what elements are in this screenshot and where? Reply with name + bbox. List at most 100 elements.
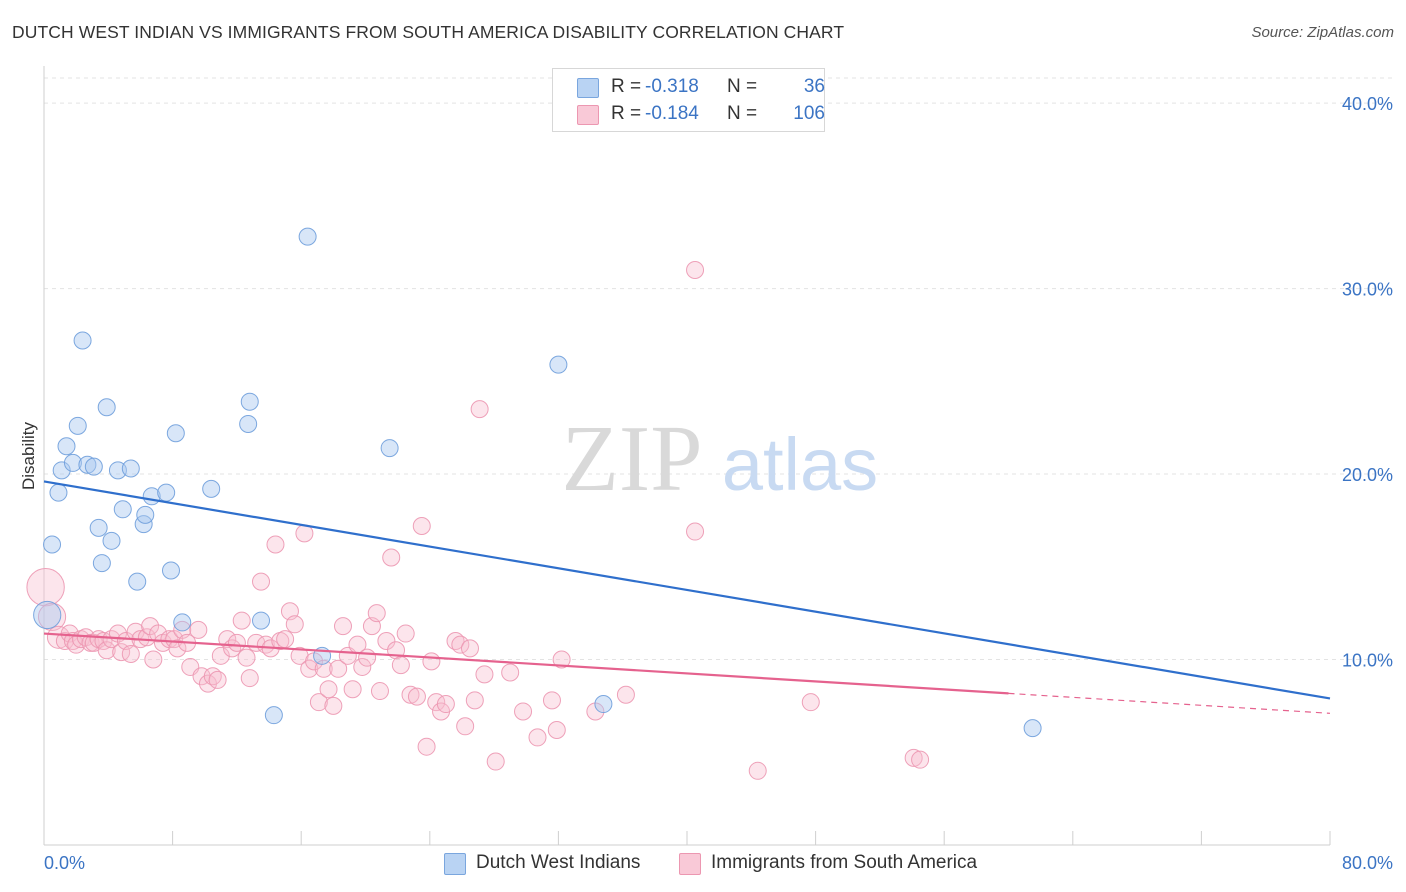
data-point-immigrants — [46, 625, 71, 649]
data-point-dutch — [1023, 719, 1042, 738]
data-point-immigrants — [211, 646, 230, 665]
axes — [43, 66, 1331, 846]
data-point-immigrants — [256, 635, 275, 654]
data-point-dutch — [157, 483, 176, 502]
legend-n-label: N = — [727, 103, 758, 124]
data-point-immigrants — [412, 516, 431, 535]
data-point-dutch — [173, 613, 192, 632]
data-point-immigrants — [276, 630, 295, 649]
legend-r-label: R = — [611, 76, 642, 97]
data-point-immigrants — [168, 639, 187, 658]
data-point-immigrants — [451, 635, 470, 654]
data-point-immigrants — [396, 624, 415, 643]
data-point-immigrants — [203, 667, 222, 686]
data-point-immigrants — [460, 639, 479, 658]
data-point-immigrants — [137, 628, 156, 647]
data-point-immigrants — [417, 737, 436, 756]
data-point-immigrants — [911, 750, 930, 769]
legend-swatch-pink — [577, 105, 599, 125]
data-point-immigrants — [324, 696, 343, 715]
data-point-immigrants — [121, 644, 140, 663]
data-point-immigrants — [240, 669, 259, 688]
data-point-dutch — [240, 392, 259, 411]
data-point-dutch — [298, 227, 317, 246]
data-point-immigrants — [456, 717, 475, 736]
data-point-immigrants — [377, 631, 396, 650]
legend-n-value: 106 — [793, 103, 825, 124]
legend-r-label: R = — [611, 103, 642, 124]
data-point-dutch — [594, 695, 613, 714]
data-point-dutch — [121, 459, 140, 478]
data-point-dutch — [63, 453, 82, 472]
data-point-immigrants — [314, 659, 333, 678]
data-point-dutch — [166, 424, 185, 443]
data-point-dutch — [239, 414, 258, 433]
data-point-dutch — [202, 479, 221, 498]
trend-line-immigrants — [43, 632, 1009, 695]
data-point-immigrants — [358, 648, 377, 667]
chart-source: Source: ZipAtlas.com — [1251, 24, 1394, 41]
legend-r-value: -0.184 — [645, 103, 699, 124]
data-point-dutch — [92, 554, 111, 573]
data-point-immigrants — [436, 695, 455, 714]
y-tick-label: 10.0% — [1342, 651, 1393, 671]
legend-n-value: 36 — [803, 76, 825, 97]
data-point-immigrants — [37, 602, 67, 631]
watermark-zip: ZIP — [562, 407, 703, 511]
data-point-dutch — [549, 355, 568, 374]
data-point-immigrants — [370, 682, 389, 701]
legend-swatch-blue — [577, 78, 599, 98]
data-point-dutch — [102, 531, 121, 550]
data-point-dutch — [68, 416, 87, 435]
series-dutch-points — [33, 227, 1042, 738]
data-point-immigrants — [407, 687, 426, 706]
data-point-immigrants — [218, 630, 237, 649]
data-point-dutch — [89, 518, 108, 537]
data-point-immigrants — [486, 752, 505, 771]
data-point-immigrants — [285, 615, 304, 634]
data-point-dutch — [97, 398, 116, 417]
legend-r-value: -0.318 — [645, 76, 699, 97]
y-tick-label: 20.0% — [1342, 465, 1393, 485]
data-point-immigrants — [470, 400, 489, 419]
y-tick-label: 40.0% — [1342, 94, 1393, 114]
data-point-dutch — [78, 455, 97, 474]
data-point-dutch — [43, 535, 62, 554]
y-tick-labels: 10.0% 20.0% 30.0% 40.0% — [1342, 94, 1393, 670]
bottom-legend-swatch-pink — [679, 853, 701, 875]
data-point-immigrants — [26, 567, 65, 607]
data-point-dutch — [49, 483, 68, 502]
data-point-dutch — [57, 437, 76, 456]
data-point-immigrants — [208, 670, 227, 689]
data-point-immigrants — [367, 604, 386, 623]
data-point-immigrants — [329, 659, 348, 678]
data-point-immigrants — [319, 680, 338, 699]
data-point-immigrants — [686, 261, 705, 280]
bottom-legend-label: Immigrants from South America — [711, 852, 978, 873]
data-point-immigrants — [227, 633, 246, 652]
data-point-immigrants — [401, 685, 420, 704]
x-tick-max: 80.0% — [1342, 853, 1393, 873]
data-point-immigrants — [343, 680, 362, 699]
data-point-dutch — [380, 439, 399, 458]
data-point-immigrants — [465, 691, 484, 710]
data-point-immigrants — [616, 685, 635, 704]
data-point-immigrants — [514, 702, 533, 721]
data-point-dutch — [52, 461, 71, 480]
data-point-immigrants — [237, 648, 256, 667]
data-point-immigrants — [547, 721, 566, 740]
data-point-immigrants — [801, 693, 820, 712]
data-point-dutch — [264, 706, 283, 725]
data-point-dutch — [84, 457, 103, 476]
legend-n-label: N = — [727, 76, 758, 97]
data-point-immigrants — [552, 650, 571, 669]
data-point-immigrants — [422, 652, 441, 671]
data-point-immigrants — [446, 631, 465, 650]
data-point-immigrants — [266, 535, 285, 554]
data-point-immigrants — [309, 693, 328, 712]
data-point-immigrants — [353, 657, 372, 676]
watermark-atlas: atlas — [722, 423, 878, 506]
data-point-immigrants — [528, 728, 547, 747]
data-point-immigrants — [189, 620, 208, 639]
grid-lines — [44, 77, 1392, 661]
